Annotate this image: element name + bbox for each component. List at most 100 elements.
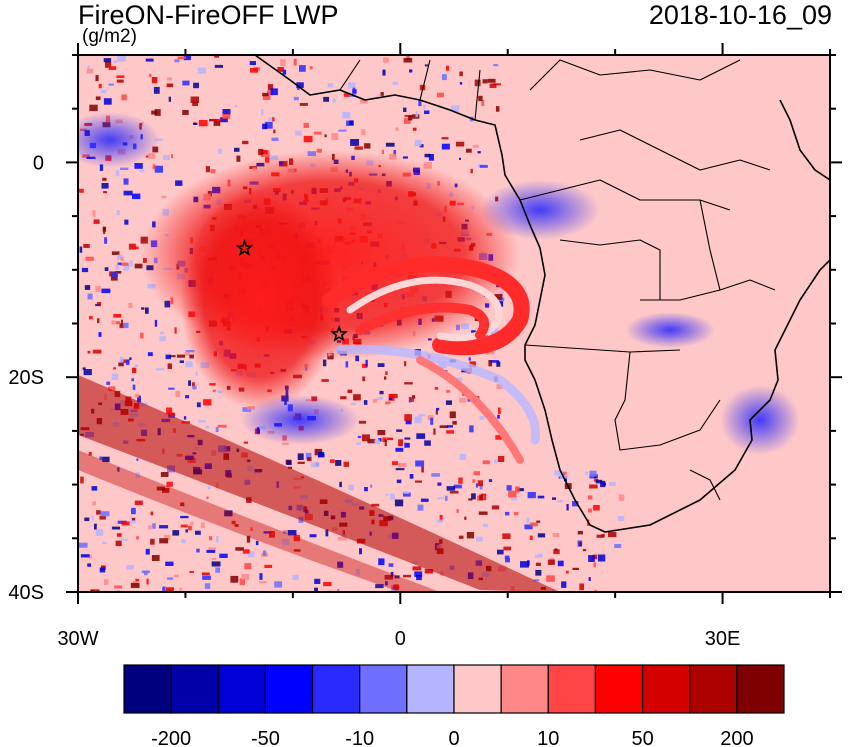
field-speckle <box>117 467 120 472</box>
field-speckle <box>395 468 405 471</box>
field-speckle <box>371 503 380 507</box>
field-speckle <box>111 320 117 325</box>
field-speckle <box>459 397 467 403</box>
field-speckle <box>174 59 180 63</box>
field-speckle <box>110 274 118 281</box>
field-speckle <box>128 243 136 250</box>
field-speckle <box>415 460 425 467</box>
field-speckle <box>121 521 130 526</box>
field-speckle <box>414 139 422 147</box>
field-speckle <box>498 407 501 415</box>
field-speckle <box>421 466 424 473</box>
field-speckle <box>324 134 327 138</box>
field-speckle <box>117 55 126 62</box>
field-speckle <box>557 560 564 567</box>
field-speckle <box>92 210 96 217</box>
field-speckle <box>215 427 219 433</box>
colorbar-label: -50 <box>251 728 280 747</box>
field-speckle <box>340 396 347 400</box>
field-speckle <box>131 378 135 382</box>
coastlines <box>254 55 830 533</box>
field-speckle <box>379 390 384 395</box>
field-speckle <box>259 581 267 584</box>
field-speckle <box>423 104 426 109</box>
field-speckle <box>136 536 139 540</box>
field-speckle <box>381 149 385 154</box>
field-speckle <box>175 180 183 186</box>
field-speckle <box>377 94 380 97</box>
field-speckle <box>132 367 137 374</box>
field-speckle <box>89 104 98 112</box>
field-speckle <box>449 490 459 494</box>
field-speckle <box>283 531 287 534</box>
field-speckle <box>404 382 413 385</box>
field-speckle <box>478 95 483 102</box>
field-speckle <box>167 577 174 580</box>
field-speckle <box>212 118 222 122</box>
field-speckle <box>137 395 141 403</box>
plume-region-west <box>180 190 340 410</box>
field-speckle <box>151 110 157 115</box>
field-speckle <box>193 122 198 125</box>
field-speckle <box>168 412 176 416</box>
field-speckle <box>94 523 97 530</box>
field-speckle <box>469 361 476 368</box>
field-speckle <box>84 285 91 290</box>
field-speckle <box>347 389 353 393</box>
field-speckle <box>169 355 176 358</box>
field-speckle <box>280 59 286 67</box>
field-speckle <box>297 453 304 460</box>
field-speckle <box>596 534 604 538</box>
field-speckle <box>205 425 209 429</box>
blue-patch <box>78 112 160 168</box>
field-speckle <box>293 549 301 552</box>
field-speckle <box>535 555 543 558</box>
field-speckle <box>85 256 94 261</box>
field-speckle <box>414 571 423 577</box>
field-speckle <box>408 115 413 121</box>
field-speckle <box>398 463 402 468</box>
colorbar-bin <box>359 664 408 714</box>
field-speckle <box>115 540 122 547</box>
field-speckle <box>441 137 449 140</box>
field-speckle <box>144 570 148 576</box>
field-speckle <box>471 493 476 500</box>
field-speckle <box>100 511 110 517</box>
field-speckle <box>477 480 483 487</box>
field-speckle <box>244 563 252 570</box>
field-speckle <box>439 425 448 428</box>
field-speckle <box>474 79 481 87</box>
field-speckle <box>234 147 240 152</box>
field-speckle <box>609 481 616 486</box>
field-speckle <box>80 554 90 558</box>
field-speckle <box>224 510 233 517</box>
field-speckle <box>403 574 412 578</box>
field-speckle <box>394 575 400 579</box>
colorbar-bin <box>453 664 502 714</box>
field-speckle <box>213 120 221 126</box>
field-speckle <box>174 327 177 334</box>
field-speckle <box>95 286 101 292</box>
field-speckle <box>116 210 120 216</box>
field-speckle <box>372 398 378 403</box>
field-speckle <box>390 493 395 500</box>
field-speckle <box>235 547 244 551</box>
field-speckle <box>588 508 593 513</box>
field-speckle <box>269 531 275 538</box>
field-speckle <box>129 260 133 267</box>
field-speckle <box>126 359 130 366</box>
field-speckle <box>385 142 395 147</box>
field-speckle <box>424 569 434 574</box>
field-speckle <box>261 109 264 116</box>
field-speckle <box>296 82 304 88</box>
field-speckle <box>404 414 412 421</box>
colorbar-label: -200 <box>151 728 191 747</box>
field-speckle <box>103 98 112 105</box>
x-tick-label: 30W <box>57 628 98 650</box>
field-speckle <box>91 516 94 521</box>
timestamp-label: 2018-10-16_09 <box>648 0 832 30</box>
field-speckle <box>166 587 174 592</box>
field-speckle <box>210 169 216 174</box>
field-speckle <box>305 452 312 460</box>
field-speckle <box>452 421 457 425</box>
